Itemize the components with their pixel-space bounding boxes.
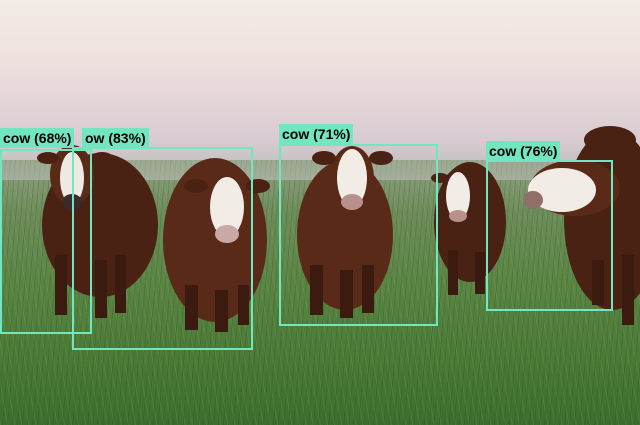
detection-label-cow-68: cow (68%)	[0, 128, 75, 148]
detection-box-cow-76	[486, 160, 613, 311]
detection-label-cow-83: ow (83%)	[82, 128, 149, 148]
cow-2	[163, 158, 270, 332]
detection-label-cow-71: cow (71%)	[279, 124, 354, 144]
cow-1	[37, 145, 158, 318]
detection-box-cow-68	[0, 149, 92, 334]
cow-4	[431, 162, 506, 295]
cow-3	[297, 146, 393, 318]
detection-box-cow-71	[279, 144, 438, 326]
cow-5	[523, 126, 640, 325]
detection-label-cow-76: cow (76%)	[486, 141, 561, 161]
detection-box-cow-83	[72, 147, 253, 350]
